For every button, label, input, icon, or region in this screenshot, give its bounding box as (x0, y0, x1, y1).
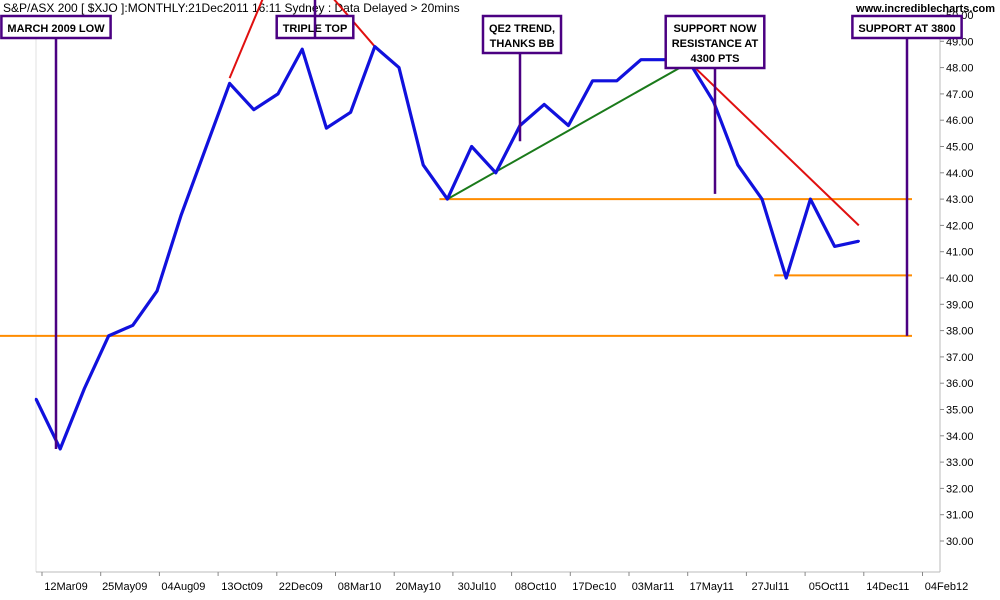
x-tick-label: 08Oct10 (515, 581, 557, 593)
price-point (83, 387, 86, 390)
y-tick-label: 41.00 (946, 247, 974, 259)
reference-lines (0, 0, 912, 337)
price-point (155, 289, 159, 293)
triple-top-right-line (333, 0, 376, 48)
x-tick-label: 12Mar09 (44, 581, 87, 593)
x-tick-label: 20May10 (396, 581, 441, 593)
x-tick-label: 22Dec09 (279, 581, 323, 593)
annotation-support-3800: SUPPORT AT 3800 (851, 14, 963, 336)
price-point (833, 245, 836, 248)
annotation-triple-top: TRIPLE TOP (275, 0, 355, 40)
price-point (180, 213, 183, 217)
y-tick-label: 34.00 (946, 431, 974, 443)
x-tick-label: 27Jul11 (752, 581, 790, 593)
y-tick-label: 46.00 (946, 115, 974, 127)
price-point (615, 79, 618, 82)
price-point (276, 92, 280, 96)
price-point (470, 145, 473, 148)
price-point (543, 103, 546, 106)
price-point (397, 66, 401, 69)
price-point (760, 197, 764, 201)
annotation-text: QE2 TREND, (489, 23, 555, 35)
y-tick-label: 37.00 (946, 352, 974, 364)
x-tick-label: 25May09 (102, 581, 147, 593)
price-point (301, 47, 304, 51)
x-tick-label: 08Mar10 (338, 581, 381, 593)
price-point (34, 397, 38, 401)
price-point (107, 334, 110, 338)
price-point (857, 239, 860, 243)
price-point (422, 163, 425, 167)
axes (35, 14, 944, 576)
annotation-text: SUPPORT NOW (673, 23, 757, 35)
price-point (373, 45, 376, 48)
x-tick-label: 05Oct11 (809, 581, 850, 593)
x-tick-label: 13Oct09 (221, 581, 263, 593)
y-tick-label: 36.00 (946, 378, 974, 390)
price-point (736, 163, 739, 167)
x-axis-labels: 12Mar09 25May09 04Aug09 13Oct09 22Dec09 08Mar… (44, 581, 968, 593)
x-tick-label: 03Mar11 (632, 581, 675, 593)
y-tick-label: 35.00 (946, 405, 974, 417)
price-point (252, 108, 255, 111)
y-tick-label: 33.00 (946, 457, 974, 469)
resistance-trend-line (688, 61, 860, 227)
price-point (567, 124, 570, 127)
y-tick-label: 45.00 (946, 142, 974, 154)
annotations: MARCH 2009 LOW TRIPLE TOP QE2 TREND, THANKS… (0, 0, 963, 449)
annotation-box (481, 14, 563, 55)
y-tick-label: 40.00 (946, 273, 974, 285)
y-tick-label: 49.00 (946, 36, 974, 48)
price-point (785, 276, 788, 280)
price-point (446, 197, 449, 201)
price-point (204, 147, 207, 151)
x-tick-label: 04Feb12 (925, 581, 968, 593)
y-tick-label: 42.00 (946, 220, 974, 232)
chart-header-title: S&P/ASX 200 [ $XJO ]:MONTHLY:21Dec2011 1… (3, 1, 460, 15)
y-tick-label: 32.00 (946, 483, 974, 495)
y-tick-label: 47.00 (946, 89, 974, 101)
price-point (809, 197, 812, 201)
y-tick-label: 48.00 (946, 63, 974, 75)
site-name[interactable]: www.incrediblecharts.com (855, 3, 995, 15)
annotation-text: THANKS BB (490, 38, 555, 50)
annotation-text: MARCH 2009 LOW (7, 23, 105, 35)
y-tick-label: 30.00 (946, 536, 974, 548)
price-point (131, 324, 134, 327)
y-tick-label: 44.00 (946, 168, 974, 180)
price-point (591, 79, 594, 82)
annotation-march-low: MARCH 2009 LOW (0, 14, 112, 449)
qe2-trend-line (446, 61, 690, 200)
annotation-text: SUPPORT AT 3800 (858, 23, 955, 35)
y-axis-labels: 30.00 31.00 32.00 33.00 34.00 35.00 36.00 37.00… (946, 10, 974, 548)
x-tick-label: 30Jul10 (458, 581, 497, 593)
y-tick-label: 38.00 (946, 326, 974, 338)
x-tick-label: 04Aug09 (161, 581, 205, 593)
y-tick-label: 31.00 (946, 510, 974, 522)
price-point (639, 58, 643, 61)
annotation-support-resistance: SUPPORT NOW RESISTANCE AT 4300 PTS (664, 14, 766, 194)
annotation-text: 4300 PTS (691, 53, 740, 65)
price-point (349, 111, 352, 114)
y-tick-label: 43.00 (946, 194, 974, 206)
annotation-box (664, 14, 766, 70)
price-point (228, 82, 231, 85)
price-point (325, 126, 328, 130)
price-point (59, 447, 62, 451)
y-tick-label: 39.00 (946, 299, 974, 311)
triple-top-left-line (228, 0, 264, 79)
price-point (494, 171, 497, 174)
annotation-text: RESISTANCE AT (672, 38, 759, 50)
x-tick-label: 17Dec10 (572, 581, 616, 593)
x-tick-label: 17May11 (689, 581, 733, 593)
x-tick-label: 14Dec11 (866, 581, 909, 593)
annotation-qe2-trend: QE2 TREND, THANKS BB (481, 14, 563, 142)
